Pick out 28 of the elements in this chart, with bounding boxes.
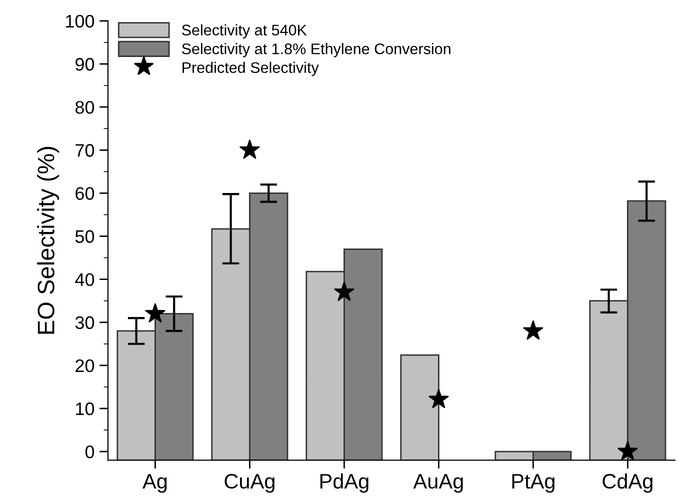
y-axis-title: EO Selectivity (%) xyxy=(37,146,60,334)
x-tick-label: Ag xyxy=(142,474,167,493)
y-tick-label: 0 xyxy=(85,445,94,458)
y-tick-label: 30 xyxy=(75,316,94,330)
y-tick-label: 50 xyxy=(75,230,94,243)
point xyxy=(618,441,638,460)
x-tick-label: CuAg xyxy=(224,474,274,493)
x-tick-label: PtAg xyxy=(512,474,554,493)
x-tick-label: PdAg xyxy=(320,473,368,493)
x-tick-label: AuAg xyxy=(413,474,463,493)
point xyxy=(334,282,354,301)
legend-label: Selectivity at 1.8% Ethylene Conversion xyxy=(182,43,450,58)
y-tick-label: 10 xyxy=(76,402,94,416)
y-tick-label: 80 xyxy=(75,100,94,114)
y-tick-label: 70 xyxy=(76,144,94,157)
point xyxy=(523,320,544,340)
y-tick-label: 90 xyxy=(76,58,94,71)
legend-label: Predicted Selectivity xyxy=(182,62,319,76)
point xyxy=(240,140,260,159)
x-tick-label: CdAg xyxy=(602,473,652,493)
y-tick-label: 40 xyxy=(75,273,94,286)
y-tick-label: 20 xyxy=(76,359,94,372)
point xyxy=(428,388,449,408)
y-tick-label: 100 xyxy=(66,14,94,28)
legend-label: Selectivity at 540K xyxy=(182,24,307,39)
y-tick-label: 60 xyxy=(76,187,94,200)
bar xyxy=(400,354,440,460)
point xyxy=(145,303,166,322)
